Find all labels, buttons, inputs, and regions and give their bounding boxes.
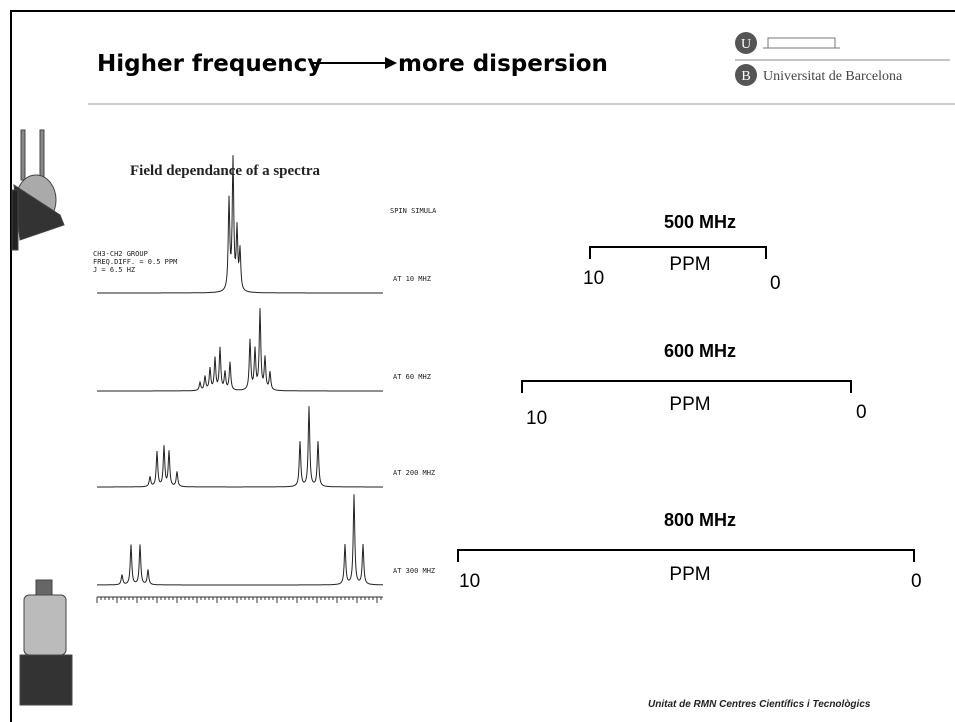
title-left: Higher frequency — [97, 51, 322, 77]
scale-bracket — [457, 549, 915, 562]
scale-field: 800 MHz — [664, 510, 736, 530]
magnet-icon — [11, 129, 65, 251]
footer: Unitat de RMN Centres Científics i Tecno… — [648, 699, 871, 710]
title-right: more dispersion — [398, 51, 608, 77]
spectrum-trace — [97, 494, 383, 586]
scale-field: 500 MHz — [664, 212, 736, 232]
scale-left: 10 — [583, 268, 604, 289]
trace-label: AT 200 MHZ — [393, 469, 435, 477]
logo-name: Universitat de Barcelona — [763, 69, 903, 84]
spectrum-trace — [97, 308, 383, 392]
trace-label: AT 60 MHZ — [393, 373, 431, 381]
figure-note: CH3-CH2 GROUP — [93, 250, 148, 258]
scale-unit: PPM — [669, 564, 710, 585]
figure-title: Field dependance of a spectra — [130, 163, 320, 179]
spectrum-trace — [97, 406, 383, 488]
scale-right: 0 — [911, 571, 922, 592]
scale-bracket — [589, 246, 767, 259]
arrow-head — [385, 57, 397, 69]
trace-label: AT 10 MHZ — [393, 275, 431, 283]
scale-right: 0 — [770, 273, 781, 294]
figure-note: FREQ.DIFF. = 0.5 PPM — [93, 258, 177, 266]
figure-program: SPIN SIMULA — [390, 207, 437, 215]
scale-bracket — [521, 380, 852, 393]
spectrometer-icon — [19, 579, 73, 706]
scale-unit: PPM — [669, 254, 710, 275]
scale-left: 10 — [526, 408, 547, 429]
logo-circle — [735, 32, 757, 54]
logo-circle — [735, 64, 757, 86]
spectra: AT 10 MHZ AT 60 MHZ AT 200 MHZ AT 300 MHZ — [96, 155, 435, 603]
spectrum-trace — [97, 155, 383, 294]
logo-building — [763, 37, 840, 49]
scale-field: 600 MHz — [664, 341, 736, 361]
trace-label: AT 300 MHZ — [393, 567, 435, 575]
scale-unit: PPM — [669, 394, 710, 415]
logo-letter: U — [741, 37, 751, 52]
figure-note: J = 6.5 HZ — [93, 266, 135, 274]
slide-border — [10, 10, 955, 722]
scale-left: 10 — [459, 571, 480, 592]
logo-letter: B — [741, 69, 750, 84]
scale-right: 0 — [856, 402, 867, 423]
